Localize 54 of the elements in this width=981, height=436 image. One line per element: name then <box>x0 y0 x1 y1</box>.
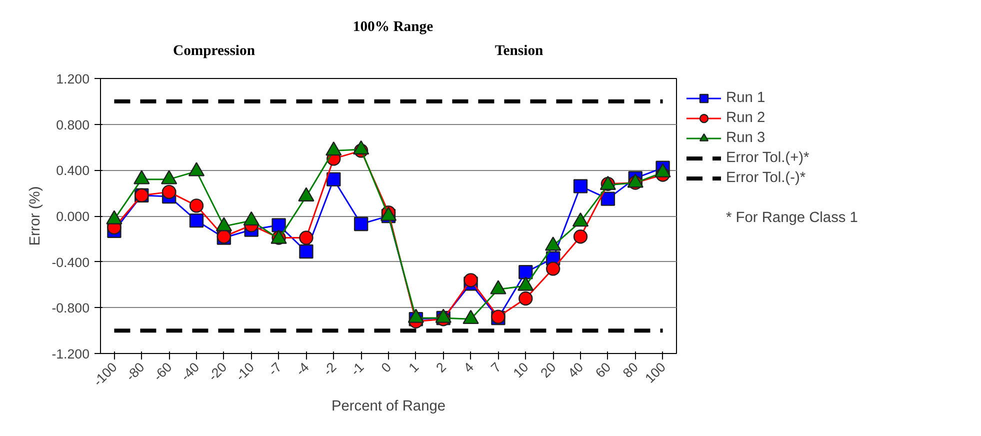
point <box>573 179 588 194</box>
legend-label: Run 1 <box>726 90 766 106</box>
x-tick-label: -60 <box>150 360 175 384</box>
legend-label: Error Tol.(+)* <box>726 150 810 166</box>
x-tick-label: 20 <box>538 360 559 381</box>
y-tick-label: -1.200 <box>52 346 90 362</box>
point <box>518 291 533 306</box>
x-tick-label: 7 <box>488 360 504 376</box>
point <box>518 265 533 280</box>
point <box>464 273 478 288</box>
legend-label: Run 3 <box>726 130 766 146</box>
point <box>354 216 368 232</box>
x-tick-label: -4 <box>292 359 312 379</box>
y-tick-label: 0.400 <box>56 163 90 178</box>
point <box>600 192 616 206</box>
x-tick-label: -7 <box>265 360 284 379</box>
x-tick-label: 2 <box>433 360 450 376</box>
x-tick-label: 60 <box>592 360 614 381</box>
chart-title: 100% Range <box>352 18 434 37</box>
legend-label: Error Tol.(-)* <box>726 170 806 186</box>
x-tick-label: -40 <box>178 360 202 384</box>
x-tick-label: -2 <box>320 360 340 379</box>
point <box>162 184 176 200</box>
text: Compression <box>173 42 255 61</box>
point <box>573 230 588 244</box>
x-axis-title: Percent of Range <box>331 398 446 414</box>
point <box>326 172 341 186</box>
x-tick-label: 40 <box>565 360 586 381</box>
x-tick-label: -10 <box>232 360 258 384</box>
x-tick-label: -1 <box>348 360 367 379</box>
point <box>272 218 286 232</box>
x-tick-label: -100 <box>90 360 120 390</box>
text: * For Range Class 1 <box>726 210 858 226</box>
y-tick-label: 1.200 <box>56 72 90 86</box>
y-tick-label: 0.800 <box>56 117 90 132</box>
point <box>299 230 314 245</box>
point <box>189 198 204 213</box>
x-tick-label: -80 <box>123 360 148 384</box>
x-tick-label: 4 <box>460 359 477 376</box>
point <box>189 213 204 228</box>
x-tick-label: 100 <box>642 360 668 386</box>
y-tick-label: -0.800 <box>52 300 90 316</box>
x-tick-label: 10 <box>510 360 532 381</box>
x-tick-label: 0 <box>378 360 394 376</box>
point <box>546 262 560 276</box>
y-axis-title: Error (%) <box>28 186 44 246</box>
text: Tension <box>494 42 544 61</box>
x-tick-label: 80 <box>620 360 642 381</box>
y-tick-label: 0.000 <box>56 209 90 224</box>
x-tick-label: 1 <box>406 360 422 376</box>
x-tick-label: -20 <box>205 360 230 384</box>
legend-label: Run 2 <box>726 110 766 126</box>
y-tick-label: -0.400 <box>52 254 90 270</box>
point <box>299 244 314 259</box>
